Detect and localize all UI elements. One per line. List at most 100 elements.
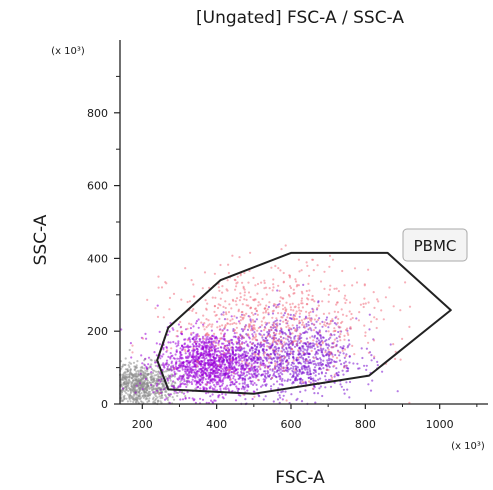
event-dot xyxy=(210,325,213,328)
y-tick-label: 400 xyxy=(87,252,108,265)
event-dot xyxy=(281,369,284,372)
event-dot xyxy=(185,356,188,360)
event-dot xyxy=(326,361,329,364)
event-dot xyxy=(254,307,257,310)
event-dot xyxy=(309,381,312,384)
event-dot xyxy=(243,294,246,297)
event-dot xyxy=(277,372,280,375)
event-dot xyxy=(193,363,196,366)
event-dot xyxy=(259,364,262,367)
event-dot xyxy=(139,370,142,373)
event-dot xyxy=(260,373,263,377)
event-dot xyxy=(218,325,221,328)
event-dot xyxy=(321,320,324,323)
event-dot xyxy=(212,366,215,369)
event-dot xyxy=(227,372,231,375)
event-dot xyxy=(315,330,318,334)
event-dot xyxy=(134,372,137,375)
event-dot xyxy=(167,363,170,366)
event-dot xyxy=(150,363,153,366)
event-dot xyxy=(226,374,230,377)
event-dot xyxy=(203,364,206,367)
event-dot xyxy=(262,339,265,343)
event-dot xyxy=(408,325,411,328)
event-dot xyxy=(257,326,260,330)
event-dot xyxy=(250,382,253,385)
event-dot xyxy=(283,341,286,344)
event-dot xyxy=(243,271,246,275)
event-dot xyxy=(246,343,249,346)
event-dot xyxy=(141,362,144,365)
event-dot xyxy=(235,316,238,319)
gate-label[interactable]: PBMC xyxy=(402,228,468,262)
event-dot xyxy=(261,384,264,387)
event-dot xyxy=(392,343,395,346)
event-dot xyxy=(217,286,220,289)
event-dot xyxy=(300,340,303,343)
event-dot xyxy=(235,357,238,360)
event-dot xyxy=(157,399,160,402)
event-dot xyxy=(253,382,256,385)
event-dot xyxy=(337,371,340,374)
event-dot xyxy=(136,379,139,382)
event-dot xyxy=(322,354,325,357)
event-dot xyxy=(198,378,201,381)
event-dot xyxy=(305,366,308,369)
event-dot xyxy=(317,300,320,303)
event-dot xyxy=(297,303,300,306)
event-dot xyxy=(264,372,267,375)
event-dot xyxy=(186,300,189,304)
event-dot xyxy=(342,373,345,376)
event-dot xyxy=(273,353,276,356)
event-dot xyxy=(303,318,306,321)
event-dot xyxy=(334,353,337,357)
event-dot xyxy=(273,346,276,349)
event-dot xyxy=(272,322,275,325)
event-dot xyxy=(135,401,138,404)
event-dot xyxy=(209,336,212,339)
pbmc-gate[interactable] xyxy=(156,251,452,395)
event-dot xyxy=(247,357,250,360)
event-dot xyxy=(275,332,278,335)
event-dot xyxy=(343,366,346,369)
event-dot xyxy=(152,391,155,394)
event-dot xyxy=(327,378,331,381)
event-dot xyxy=(380,309,383,312)
event-dot xyxy=(253,326,256,329)
event-dot xyxy=(333,381,336,384)
event-dot xyxy=(228,357,231,360)
event-dot xyxy=(327,330,330,333)
event-dot xyxy=(255,383,258,386)
event-dot xyxy=(302,351,305,355)
event-dot xyxy=(229,383,232,386)
event-dot xyxy=(306,349,309,352)
event-dot xyxy=(317,333,320,336)
event-dot xyxy=(250,373,253,376)
event-dot xyxy=(370,320,373,323)
event-dot xyxy=(216,371,219,374)
event-dot xyxy=(278,353,281,356)
event-dot xyxy=(314,379,317,382)
event-dot xyxy=(235,297,239,300)
event-dot xyxy=(370,359,373,362)
event-dot xyxy=(307,376,311,380)
event-dot xyxy=(267,305,270,309)
event-dot xyxy=(328,312,331,315)
event-dot xyxy=(279,362,283,365)
event-dot xyxy=(240,365,243,368)
event-dot xyxy=(193,380,196,383)
event-dot xyxy=(339,333,342,336)
event-dot xyxy=(399,309,402,312)
event-dot xyxy=(215,383,218,386)
event-dot xyxy=(291,324,294,327)
event-dot xyxy=(207,371,210,374)
event-dot xyxy=(259,361,262,364)
event-dot xyxy=(248,337,251,340)
event-dot xyxy=(156,304,159,307)
event-dot xyxy=(251,375,254,378)
event-dot xyxy=(219,385,222,388)
event-dot xyxy=(175,335,178,338)
event-dot xyxy=(153,393,156,396)
event-dot xyxy=(295,317,298,321)
event-dot xyxy=(277,349,280,352)
